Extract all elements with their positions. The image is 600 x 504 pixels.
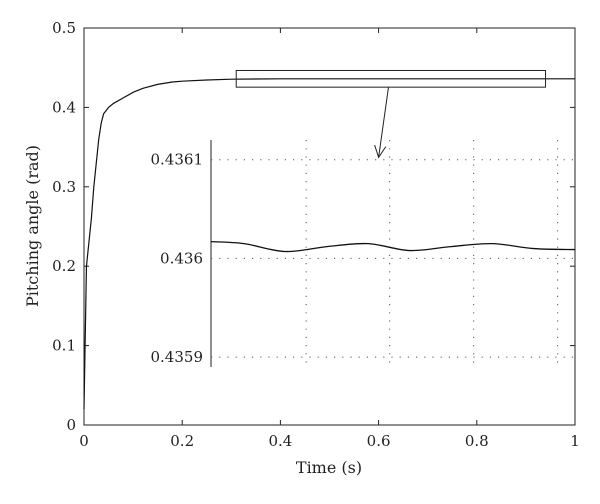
zoom-annotations (235, 69, 547, 159)
inset-y-tick-label: 0.4361 (151, 151, 204, 169)
main-plot: 0 0.2 0.4 0.6 0.8 1 0 0.1 0.2 0.3 0.4 0.5 (52, 19, 580, 450)
x-tick-label: 0.6 (367, 432, 391, 450)
inset-y-tick-label: 0.436 (160, 249, 203, 267)
y-tick-label: 0.5 (52, 19, 76, 37)
x-tick-label: 0.4 (268, 432, 292, 450)
y-tick-label: 0.1 (52, 337, 76, 355)
inset-plot: 0.4359 0.436 0.4361 (151, 140, 576, 367)
x-tick-label: 1 (570, 432, 580, 450)
y-tick-label: 0.3 (52, 178, 76, 196)
x-tick-label: 0.2 (170, 432, 194, 450)
y-tick-label: 0.2 (52, 257, 76, 275)
y-tick-label: 0.4 (52, 98, 76, 116)
x-axis-label: Time (s) (296, 458, 362, 477)
x-tick-label: 0.8 (465, 432, 489, 450)
y-axis-label: Pitching angle (rad) (23, 145, 42, 307)
inset-series-line (210, 241, 576, 253)
zoom-box (235, 69, 547, 88)
x-tick-label: 0 (79, 432, 89, 450)
plot-frame (83, 27, 576, 426)
y-tick-label: 0 (66, 416, 76, 434)
zoom-arrow-shaft (378, 87, 389, 158)
inset-y-tick-label: 0.4359 (151, 348, 204, 366)
main-series-line (83, 78, 575, 410)
zoom-arrow-head (374, 144, 387, 159)
